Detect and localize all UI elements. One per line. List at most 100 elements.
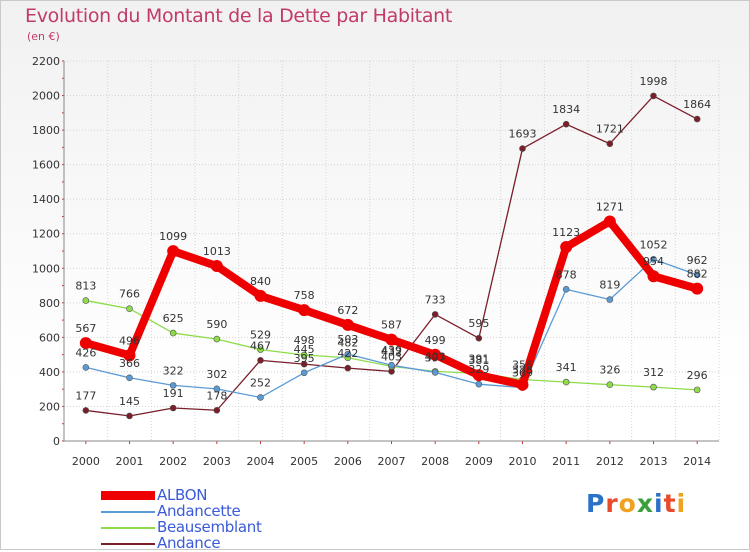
data-label-andancette: 819 xyxy=(599,279,620,292)
y-tick-label: 1600 xyxy=(32,159,60,172)
data-label-albon: 381 xyxy=(468,354,489,367)
data-label-beausemblant: 296 xyxy=(687,369,708,382)
data-point-albon xyxy=(560,241,573,254)
chart-unit: (en €) xyxy=(27,30,60,43)
proxiti-logo: Proxiti xyxy=(586,489,687,518)
x-tick-label: 2009 xyxy=(465,455,493,468)
data-label-andance: 191 xyxy=(163,387,184,400)
data-label-beausemblant: 391 xyxy=(468,352,489,365)
data-point-beausemblant xyxy=(213,335,221,343)
data-point-albon xyxy=(167,245,180,258)
data-point-albon xyxy=(385,333,398,346)
data-point-albon xyxy=(298,304,311,317)
data-point-beausemblant xyxy=(257,346,264,353)
data-label-andance: 1693 xyxy=(509,128,537,141)
data-label-andancette: 962 xyxy=(687,254,708,267)
legend-swatch xyxy=(101,527,155,529)
data-label-andance: 733 xyxy=(425,293,446,306)
data-label-beausemblant: 625 xyxy=(163,312,184,325)
x-tick-label: 2003 xyxy=(203,455,231,468)
data-point-beausemblant xyxy=(82,297,90,304)
x-tick-label: 2008 xyxy=(421,455,449,468)
data-label-andancette: 302 xyxy=(206,368,227,381)
legend-label: Andancette xyxy=(157,502,241,520)
data-point-andance xyxy=(475,334,483,342)
data-label-andance: 403 xyxy=(381,350,402,363)
data-point-andancette xyxy=(82,364,90,371)
y-tick-label: 1400 xyxy=(32,193,60,206)
data-label-andancette: 426 xyxy=(75,346,96,359)
data-point-andancette xyxy=(388,361,395,369)
data-label-albon: 758 xyxy=(294,289,315,302)
data-label-andance: 1864 xyxy=(683,98,711,111)
y-tick-label: 800 xyxy=(39,297,60,310)
data-point-andance xyxy=(169,404,177,412)
data-label-albon: 1123 xyxy=(552,226,580,239)
y-tick-label: 1800 xyxy=(32,124,60,137)
data-point-andancette xyxy=(300,369,308,377)
y-tick-label: 1200 xyxy=(32,228,60,241)
y-tick-label: 2000 xyxy=(32,90,60,103)
data-label-andancette: 878 xyxy=(556,268,577,281)
data-point-andance xyxy=(257,357,264,364)
data-point-andancette xyxy=(693,271,701,279)
data-label-albon: 1099 xyxy=(159,230,187,243)
data-label-beausemblant: 326 xyxy=(599,364,620,377)
data-point-andance xyxy=(431,311,439,318)
data-point-beausemblant xyxy=(650,383,657,391)
data-label-albon: 567 xyxy=(75,322,96,335)
x-tick-label: 2004 xyxy=(247,455,275,468)
data-point-albon xyxy=(647,270,660,283)
data-label-andance: 1998 xyxy=(640,75,668,88)
data-label-andance: 467 xyxy=(250,339,271,352)
data-label-albon: 954 xyxy=(643,255,664,268)
x-tick-label: 2005 xyxy=(290,455,318,468)
data-point-albon xyxy=(516,378,529,391)
x-tick-label: 2007 xyxy=(378,455,406,468)
data-label-andancette: 395 xyxy=(294,352,315,365)
data-point-andance xyxy=(562,120,570,128)
x-tick-label: 2011 xyxy=(552,455,580,468)
data-point-albon xyxy=(210,260,223,273)
data-point-andancette xyxy=(431,369,439,376)
y-tick-label: 2200 xyxy=(32,55,60,68)
data-point-andance xyxy=(519,145,526,152)
x-tick-label: 2001 xyxy=(116,455,144,468)
data-label-andance: 595 xyxy=(468,317,489,330)
x-tick-label: 2006 xyxy=(334,455,362,468)
data-point-andance xyxy=(650,92,657,100)
data-label-beausemblant: 403 xyxy=(425,350,446,363)
data-label-beausemblant: 312 xyxy=(643,366,664,379)
data-label-beausemblant: 498 xyxy=(294,334,315,347)
data-label-andancette: 366 xyxy=(119,357,140,370)
data-point-andance xyxy=(606,140,614,148)
x-tick-label: 2010 xyxy=(509,455,537,468)
data-point-andancette xyxy=(344,350,352,358)
data-label-albon: 1271 xyxy=(596,200,624,213)
data-point-andancette xyxy=(562,286,570,293)
y-tick-label: 600 xyxy=(39,331,60,344)
x-tick-label: 2013 xyxy=(640,455,668,468)
data-label-beausemblant: 529 xyxy=(250,329,271,342)
x-tick-label: 2002 xyxy=(159,455,187,468)
data-label-andancette: 329 xyxy=(468,363,489,376)
data-point-albon xyxy=(123,349,136,362)
data-point-andance xyxy=(693,115,701,123)
data-label-albon: 326 xyxy=(512,364,533,377)
data-point-beausemblant xyxy=(606,381,614,388)
data-point-beausemblant xyxy=(562,378,570,386)
data-label-beausemblant: 482 xyxy=(337,337,358,350)
data-label-beausemblant: 813 xyxy=(75,280,96,293)
data-point-albon xyxy=(472,369,485,382)
legend-swatch xyxy=(101,543,155,545)
data-point-andancette xyxy=(475,380,483,388)
data-point-beausemblant xyxy=(693,386,701,394)
data-label-andance: 1721 xyxy=(596,123,624,136)
data-label-andance: 177 xyxy=(75,389,96,402)
x-tick-label: 2012 xyxy=(596,455,624,468)
data-point-andancette xyxy=(257,394,264,401)
y-tick-label: 0 xyxy=(53,435,60,448)
data-point-andance xyxy=(82,407,90,414)
